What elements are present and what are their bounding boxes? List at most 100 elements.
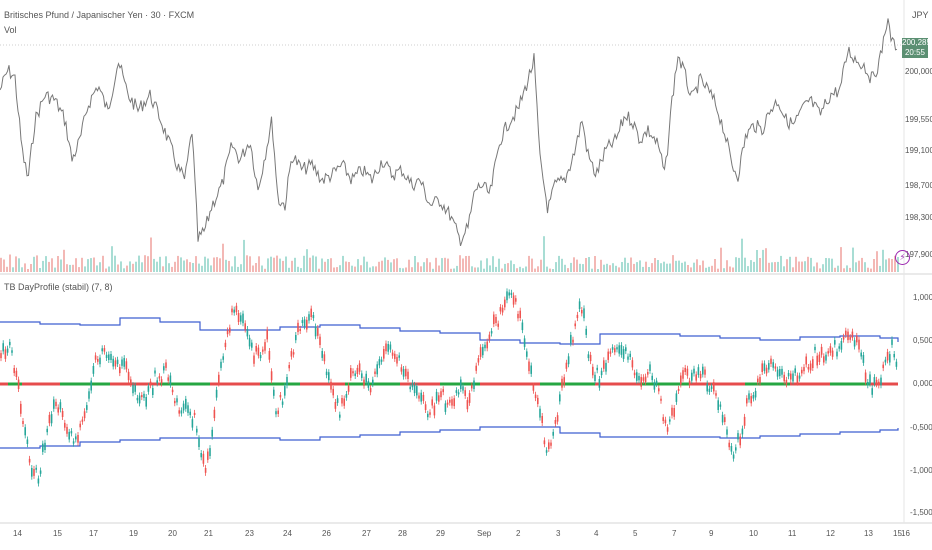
osc-candle-body: [587, 354, 590, 359]
osc-candle-body: [356, 367, 359, 374]
volume-bar: [48, 261, 50, 272]
volume-bar: [786, 259, 788, 272]
volume-bar: [477, 267, 479, 272]
volume-bar: [753, 261, 755, 272]
osc-candle-body: [39, 470, 42, 474]
osc-candle-body: [796, 375, 799, 383]
volume-bar: [120, 261, 122, 272]
osc-candle-body: [207, 451, 209, 460]
osc-candle-body: [145, 397, 147, 407]
osc-candle-body: [691, 372, 693, 381]
volume-bar: [846, 265, 848, 272]
osc-candle-body: [803, 367, 805, 372]
osc-candle-body: [312, 315, 315, 319]
osc-candle-body: [669, 419, 671, 422]
osc-candle-body: [407, 371, 409, 379]
volume-bar: [153, 258, 155, 272]
time-label: 15: [53, 529, 62, 538]
volume-bar: [273, 257, 275, 272]
osc-candle-body: [655, 380, 658, 384]
osc-candle-body: [486, 341, 488, 349]
osc-candle-body: [583, 308, 585, 319]
osc-candle-body: [402, 369, 405, 377]
time-label: 14: [13, 529, 22, 538]
osc-candle-body: [475, 365, 477, 371]
osc-candle-body: [559, 394, 561, 402]
osc-candle-body: [812, 359, 814, 368]
osc-candle-body: [44, 442, 46, 450]
volume-bar: [642, 266, 644, 272]
osc-candle-body: [638, 375, 640, 381]
time-label: 3: [556, 529, 561, 538]
volume-bar: [339, 265, 341, 272]
volume-bar: [417, 262, 419, 272]
volume-bar: [45, 256, 47, 272]
osc-candle-body: [198, 438, 200, 447]
volume-bar: [117, 264, 119, 272]
volume-bar: [312, 255, 314, 272]
osc-candle-body: [838, 346, 840, 349]
osc-candle-body: [576, 314, 579, 319]
volume-bar: [450, 268, 452, 272]
volume-bar: [633, 263, 635, 272]
volume-bar: [891, 259, 893, 272]
osc-candle-body: [394, 353, 396, 359]
osc-candle-body: [308, 314, 310, 321]
osc-candle-body: [752, 395, 755, 399]
volume-bar: [345, 261, 347, 272]
osc-candle-body: [156, 380, 158, 384]
time-label: 11: [788, 529, 797, 538]
volume-bar: [0, 257, 2, 272]
osc-candle-body: [138, 395, 141, 404]
osc-tick: 0,500: [913, 336, 932, 345]
volume-bar: [768, 262, 770, 272]
time-label: 19: [129, 529, 138, 538]
volume-bar: [486, 258, 488, 272]
volume-bar: [498, 258, 500, 272]
volume-bar: [858, 260, 860, 272]
volume-bar: [717, 268, 719, 272]
osc-candle-body: [264, 342, 266, 351]
volume-bar: [414, 256, 416, 272]
lightning-icon[interactable]: ⚡: [895, 250, 910, 265]
osc-candle-body: [651, 375, 653, 381]
volume-bar: [624, 257, 626, 272]
volume-bar: [843, 268, 845, 272]
volume-bar: [726, 260, 728, 272]
osc-candle-body: [561, 378, 563, 388]
osc-candle-body: [20, 403, 22, 414]
osc-candle-body: [81, 419, 84, 422]
osc-candle-body: [739, 436, 741, 446]
osc-candle-body: [677, 388, 680, 391]
osc-candle-body: [33, 468, 35, 476]
price-tick: 200,000: [905, 67, 932, 76]
volume-bar: [354, 266, 356, 272]
volume-bar: [537, 266, 539, 272]
volume-bar: [774, 262, 776, 272]
volume-bar: [471, 266, 473, 272]
osc-candle-body: [112, 358, 114, 367]
volume-bar: [639, 260, 641, 272]
volume-bar: [669, 263, 671, 272]
osc-candle-body: [860, 352, 862, 357]
osc-candle-body: [818, 354, 821, 362]
osc-candle-body: [389, 344, 392, 350]
osc-candle-body: [325, 371, 328, 376]
osc-candle-body: [416, 386, 418, 396]
time-label: 15: [893, 529, 902, 538]
osc-candle-body: [119, 367, 121, 374]
osc-candle-body: [339, 414, 341, 418]
osc-candle-body: [433, 405, 436, 416]
osc-candle-body: [4, 349, 7, 359]
osc-candle-body: [288, 365, 290, 369]
osc-candle-body: [11, 350, 13, 353]
volume-bar: [825, 258, 827, 272]
volume-bar: [771, 262, 773, 272]
volume-bar: [60, 259, 62, 272]
time-label: 13: [864, 529, 873, 538]
osc-candle-body: [875, 379, 878, 385]
osc-candle-body: [462, 386, 464, 391]
osc-candle-body: [706, 383, 708, 392]
volume-bar: [246, 255, 248, 272]
